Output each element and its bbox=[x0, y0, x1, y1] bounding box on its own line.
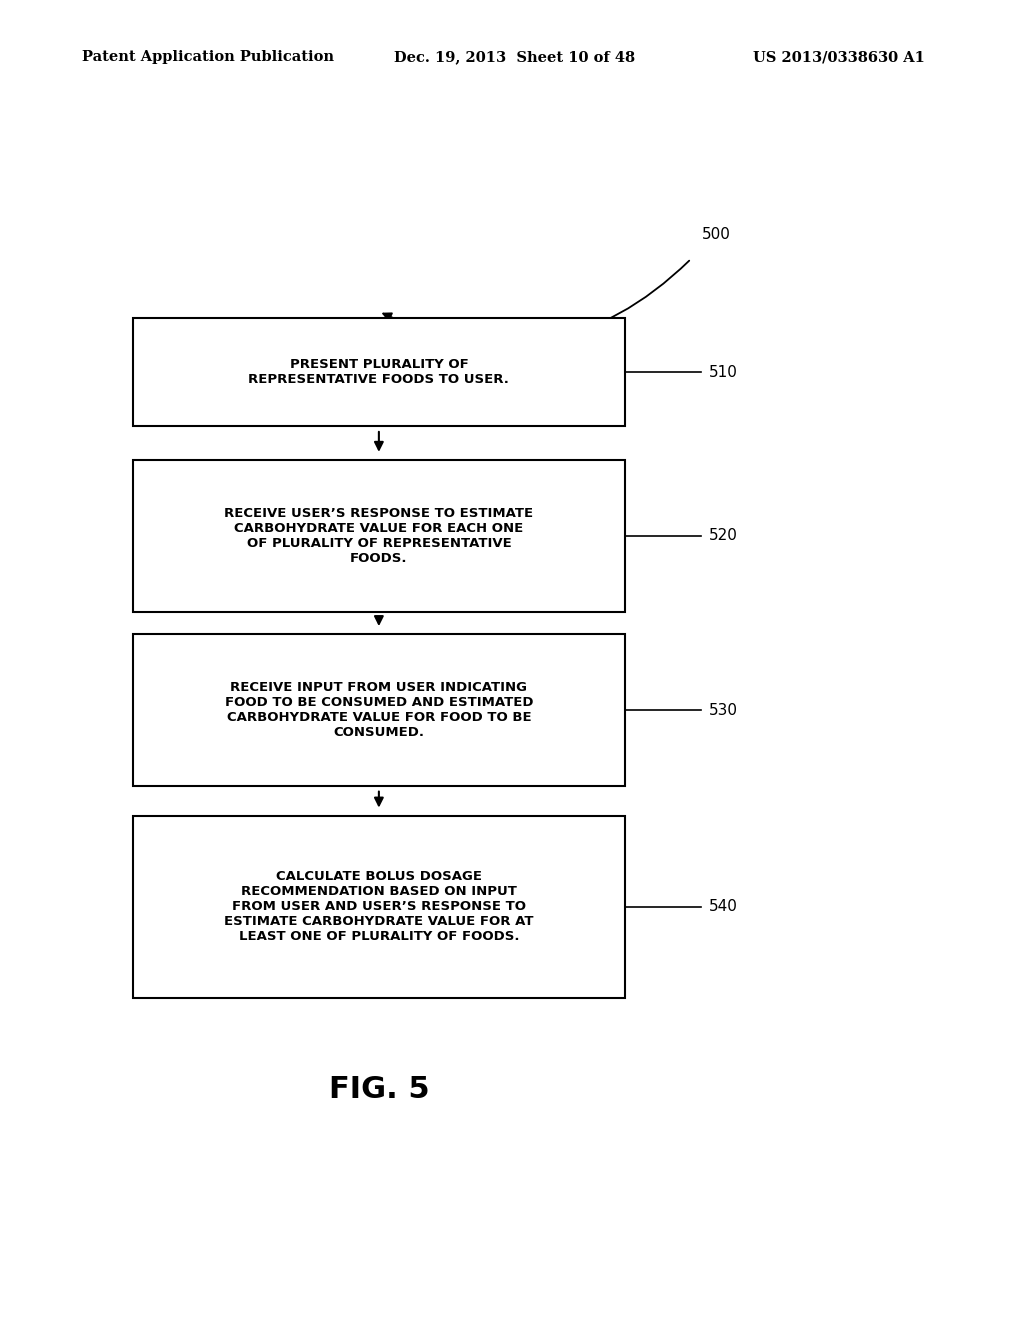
Text: RECEIVE USER’S RESPONSE TO ESTIMATE
CARBOHYDRATE VALUE FOR EACH ONE
OF PLURALITY: RECEIVE USER’S RESPONSE TO ESTIMATE CARB… bbox=[224, 507, 534, 565]
Text: CALCULATE BOLUS DOSAGE
RECOMMENDATION BASED ON INPUT
FROM USER AND USER’S RESPON: CALCULATE BOLUS DOSAGE RECOMMENDATION BA… bbox=[224, 870, 534, 944]
Text: 510: 510 bbox=[709, 364, 737, 380]
Text: RECEIVE INPUT FROM USER INDICATING
FOOD TO BE CONSUMED AND ESTIMATED
CARBOHYDRAT: RECEIVE INPUT FROM USER INDICATING FOOD … bbox=[224, 681, 534, 739]
FancyBboxPatch shape bbox=[133, 634, 625, 785]
FancyArrowPatch shape bbox=[383, 260, 689, 343]
Text: Dec. 19, 2013  Sheet 10 of 48: Dec. 19, 2013 Sheet 10 of 48 bbox=[394, 50, 635, 65]
Text: PRESENT PLURALITY OF
REPRESENTATIVE FOODS TO USER.: PRESENT PLURALITY OF REPRESENTATIVE FOOD… bbox=[249, 358, 509, 387]
Text: 500: 500 bbox=[701, 227, 730, 243]
FancyBboxPatch shape bbox=[133, 318, 625, 426]
FancyBboxPatch shape bbox=[133, 816, 625, 998]
Text: US 2013/0338630 A1: US 2013/0338630 A1 bbox=[753, 50, 925, 65]
Text: FIG. 5: FIG. 5 bbox=[329, 1074, 429, 1104]
Text: 540: 540 bbox=[709, 899, 737, 915]
Text: 530: 530 bbox=[709, 702, 737, 718]
Text: 520: 520 bbox=[709, 528, 737, 544]
FancyBboxPatch shape bbox=[133, 461, 625, 612]
Text: Patent Application Publication: Patent Application Publication bbox=[82, 50, 334, 65]
